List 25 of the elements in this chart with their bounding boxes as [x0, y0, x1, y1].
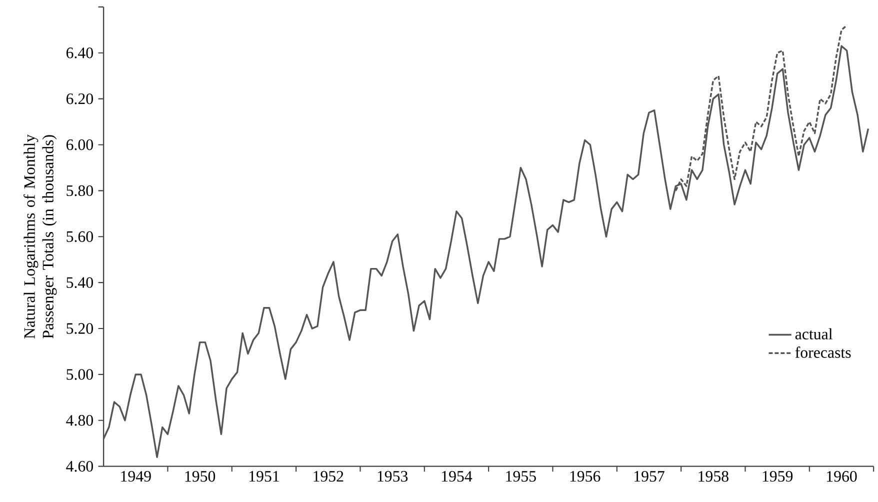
y-tick-label: 6.40	[66, 47, 93, 58]
x-tick-label: 1951	[249, 470, 279, 482]
y-tick-label: 4.60	[66, 460, 93, 472]
y-tick-label: 6.00	[66, 139, 93, 150]
x-tick-label: 1960	[827, 470, 857, 482]
x-tick-label: 1955	[506, 470, 536, 482]
x-tick-label: 1954	[442, 470, 472, 482]
y-tick-label: 5.60	[66, 231, 93, 242]
y-axis-title: Natural Logarithms of Monthly Passenger Totals (in thousands)	[24, 134, 57, 338]
x-tick-label: 1949	[121, 470, 151, 482]
x-tick-label: 1958	[698, 470, 728, 482]
x-tick-label: 1953	[378, 470, 408, 482]
x-tick-label: 1957	[634, 470, 664, 482]
y-tick-label: 5.80	[66, 185, 93, 196]
x-tick-label: 1950	[185, 470, 216, 482]
y-tick-label: 5.20	[66, 323, 93, 334]
y-tick-label: 4.80	[66, 414, 93, 426]
y-tick-label: 5.40	[66, 277, 93, 288]
y-tick-label: 5.00	[66, 369, 93, 380]
x-tick-label: 1952	[314, 470, 344, 482]
x-tick-label: 1959	[762, 470, 793, 482]
legend-label: forecasts	[795, 346, 851, 358]
y-tick-label: 6.20	[66, 93, 93, 104]
x-tick-label: 1956	[570, 470, 600, 482]
legend-label: actual	[795, 328, 832, 340]
